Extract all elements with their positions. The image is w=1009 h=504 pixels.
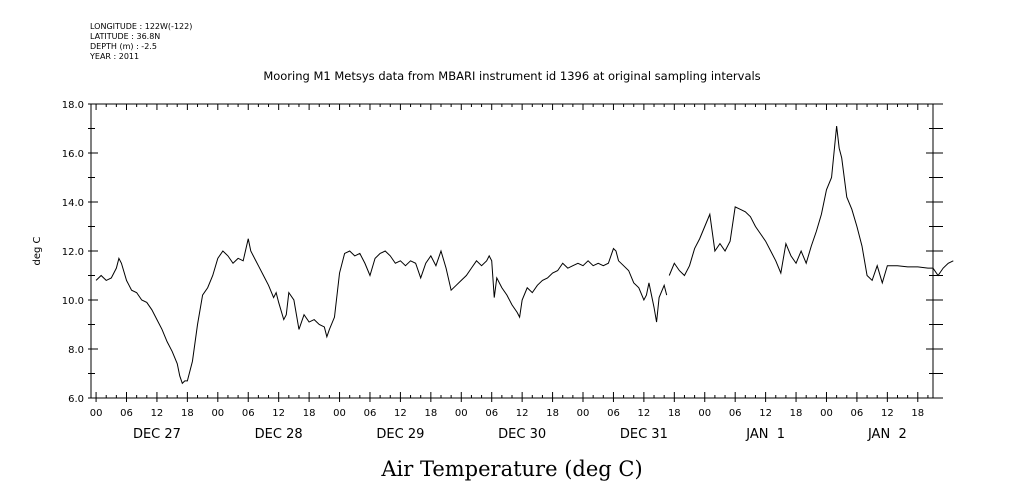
x-day-label: DEC 31 (620, 427, 668, 442)
plot-border (90, 103, 934, 399)
year-text: YEAR : 2011 (90, 52, 140, 61)
x-hour-label: 06 (729, 408, 742, 419)
depth-text: DEPTH (m) : -2.5 (90, 42, 157, 51)
x-hour-label: 12 (881, 408, 894, 419)
x-axis: 00 06 12 18 00 06 12 18 00 06 12 18 00 06 12 18 00 06 12 18… (90, 104, 929, 442)
y-tick-label: 10.0 (62, 296, 84, 307)
plot-frame (90, 103, 934, 399)
x-hour-label: 06 (120, 408, 133, 419)
series-air-temperature (95, 125, 954, 385)
y-tick-label: 16.0 (62, 149, 84, 160)
x-hour-label: 00 (90, 408, 103, 419)
series-line-segment (668, 125, 954, 285)
y-tick-label: 6.0 (68, 394, 84, 405)
y-axis: 6.0 8.0 10.0 12.0 14.0 16.0 18.0 (62, 100, 943, 405)
longitude-text: LONGITUDE : 122W(-122) (90, 22, 193, 31)
latitude-text: LATITUDE : 36.8N (90, 32, 161, 41)
x-day-label: DEC 30 (498, 427, 546, 442)
x-day-label: DEC 28 (255, 427, 303, 442)
x-hour-label: 12 (516, 408, 529, 419)
series-line-segment (95, 238, 668, 385)
x-hour-label: 00 (211, 408, 224, 419)
x-hour-label: 06 (242, 408, 255, 419)
x-hour-label: 18 (790, 408, 803, 419)
y-axis-label: deg C (32, 236, 43, 265)
x-hour-label: 00 (455, 408, 468, 419)
x-day-label: DEC 27 (133, 427, 181, 442)
x-day-label: JAN 2 (867, 427, 907, 442)
x-day-label: JAN 1 (745, 427, 785, 442)
x-hour-label: 18 (546, 408, 559, 419)
x-hour-label: 12 (638, 408, 651, 419)
x-hour-label: 06 (485, 408, 498, 419)
metadata-block: LONGITUDE : 122W(-122) LATITUDE : 36.8N … (90, 22, 192, 62)
x-hour-label: 00 (577, 408, 590, 419)
x-hour-label: 18 (424, 408, 437, 419)
y-tick-label: 14.0 (62, 198, 84, 209)
x-hour-label: 00 (820, 408, 833, 419)
x-hour-label: 06 (607, 408, 620, 419)
x-hour-label: 12 (759, 408, 772, 419)
x-day-label: DEC 29 (376, 427, 424, 442)
x-hour-label: 12 (272, 408, 285, 419)
x-hour-label: 00 (333, 408, 346, 419)
x-hour-label: 06 (364, 408, 377, 419)
x-hour-label: 12 (151, 408, 164, 419)
x-hour-label: 06 (851, 408, 864, 419)
x-hour-label: 18 (181, 408, 194, 419)
chart-title: Mooring M1 Metsys data from MBARI instru… (263, 69, 760, 83)
x-hour-label: 00 (698, 408, 711, 419)
x-axis-label: Air Temperature (deg C) (380, 457, 642, 481)
y-tick-label: 8.0 (68, 345, 84, 356)
x-hour-label: 18 (303, 408, 316, 419)
x-hour-label: 18 (911, 408, 924, 419)
y-tick-label: 18.0 (62, 100, 84, 111)
x-hour-label: 18 (668, 408, 681, 419)
x-hour-label: 12 (394, 408, 407, 419)
y-tick-label: 12.0 (62, 247, 84, 258)
